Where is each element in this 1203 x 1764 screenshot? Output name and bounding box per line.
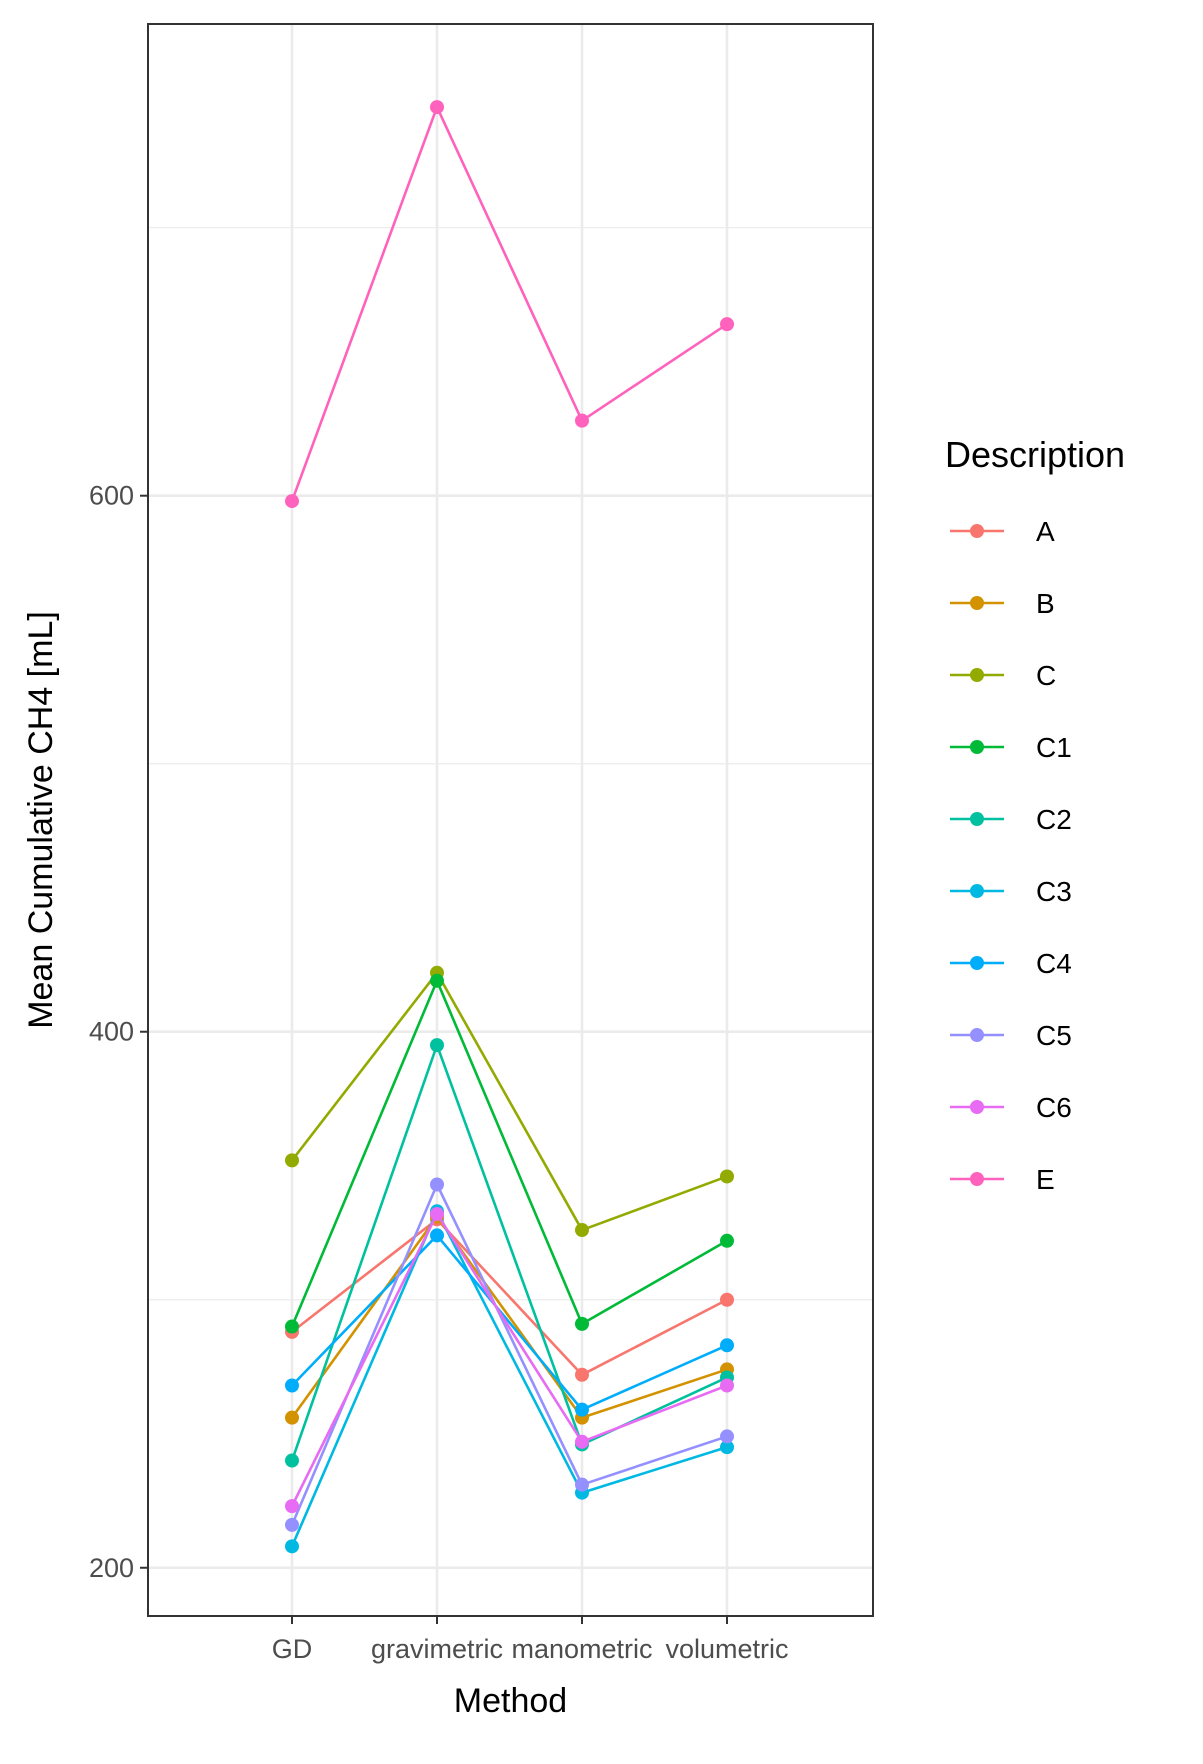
data-point: [720, 1233, 734, 1248]
series-line: [291, 1218, 728, 1377]
series-line: [290, 1209, 728, 1547]
data-point: [430, 100, 444, 115]
y-axis-title: Mean Cumulative CH4 [mL]: [22, 611, 60, 1029]
data-point: [575, 1223, 589, 1238]
series-line: [290, 971, 728, 1232]
data-point: [720, 1292, 734, 1307]
y-tick-label: 400: [89, 1017, 134, 1047]
data-point: [430, 973, 444, 988]
series-line: [290, 1215, 728, 1419]
legend-item-C6: C6: [950, 1092, 1072, 1123]
data-point: [720, 1440, 734, 1455]
legend-label: C4: [1036, 948, 1072, 979]
legend-key-point: [970, 812, 984, 826]
data-point: [430, 1206, 444, 1221]
legend-item-B: B: [950, 588, 1055, 619]
y-tick-label: 200: [89, 1553, 134, 1583]
data-point: [285, 1453, 299, 1468]
x-tick-label: manometric: [511, 1634, 652, 1664]
data-point: [285, 494, 299, 509]
data-point: [720, 1169, 734, 1184]
legend-item-C4: C4: [950, 948, 1072, 979]
data-point: [575, 413, 589, 428]
data-point: [720, 1338, 734, 1353]
legend-key-point: [970, 956, 984, 970]
legend-key-point: [970, 740, 984, 754]
legend-key-point: [970, 884, 984, 898]
legend-item-C: C: [950, 660, 1056, 691]
legend-key-point: [970, 596, 984, 610]
data-point: [285, 1153, 299, 1168]
legend-key-point: [970, 668, 984, 682]
data-point: [720, 317, 734, 332]
series-line: [290, 105, 728, 502]
data-point: [720, 1378, 734, 1393]
data-point: [720, 1429, 734, 1444]
legend: Description A B C C1 C2 C3 C4 C5 C6 E: [945, 434, 1125, 1195]
data-point: [430, 1177, 444, 1192]
legend-label: C3: [1036, 876, 1072, 907]
data-point: [285, 1410, 299, 1425]
x-tick-label: GD: [272, 1634, 313, 1664]
series-C5: [285, 1177, 734, 1532]
legend-item-C1: C1: [950, 732, 1072, 763]
series-C4: [285, 1228, 734, 1417]
x-axis-title: Method: [454, 1682, 567, 1720]
data-point: [285, 1517, 299, 1532]
legend-item-C3: C3: [950, 876, 1072, 907]
legend-label: B: [1036, 588, 1055, 619]
y-tick-label: 600: [89, 481, 134, 511]
legend-label: C1: [1036, 732, 1072, 763]
legend-label: C2: [1036, 804, 1072, 835]
x-tick-label: volumetric: [665, 1634, 788, 1664]
series-E: [285, 100, 734, 509]
legend-label: E: [1036, 1164, 1055, 1195]
series-line: [290, 1212, 728, 1507]
legend-label: C6: [1036, 1092, 1072, 1123]
legend-key-point: [970, 1028, 984, 1042]
data-point: [575, 1434, 589, 1449]
plot-panel-border: [147, 23, 874, 1617]
series-layer: [285, 100, 734, 1554]
legend-label: C5: [1036, 1020, 1072, 1051]
legend-key-point: [970, 1100, 984, 1114]
series-line: [291, 1234, 728, 1411]
data-point: [285, 1539, 299, 1554]
data-point: [430, 1038, 444, 1053]
legend-item-A: A: [950, 516, 1055, 547]
legend-key-point: [970, 524, 984, 538]
data-point: [575, 1477, 589, 1492]
legend-item-C5: C5: [950, 1020, 1072, 1051]
legend-item-E: E: [950, 1164, 1055, 1195]
legend-label: A: [1036, 516, 1055, 547]
legend-key-point: [970, 1172, 984, 1186]
legend-label: C: [1036, 660, 1056, 691]
legend-item-C2: C2: [950, 804, 1072, 835]
axes: 200 400 600 GD gravimetric manometric volumetr…: [89, 481, 789, 1664]
data-point: [575, 1316, 589, 1331]
data-point: [430, 1228, 444, 1243]
series-line: [290, 1043, 728, 1461]
data-point: [285, 1319, 299, 1334]
series-C6: [285, 1206, 734, 1514]
x-tick-label: gravimetric: [371, 1634, 503, 1664]
series-line: [290, 979, 728, 1328]
data-point: [575, 1367, 589, 1382]
data-point: [285, 1378, 299, 1393]
data-point: [285, 1499, 299, 1514]
series-C1: [285, 973, 734, 1334]
data-point: [575, 1402, 589, 1417]
legend-title: Description: [945, 434, 1125, 475]
series-line: [290, 1183, 728, 1526]
